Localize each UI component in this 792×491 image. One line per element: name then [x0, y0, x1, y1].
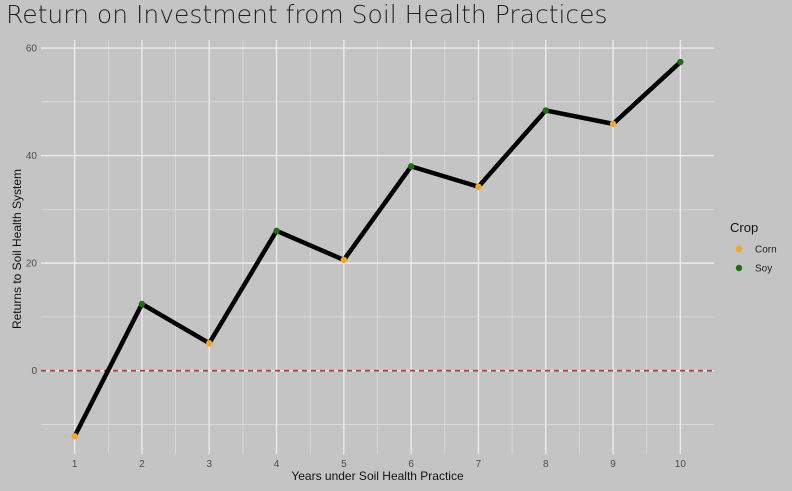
- x-tick-label: 9: [610, 459, 616, 470]
- x-tick-label: 1: [72, 459, 78, 470]
- data-point-soy: [273, 227, 280, 235]
- legend-label-corn: Corn: [755, 245, 777, 256]
- data-point-soy: [542, 107, 549, 114]
- x-tick-label: 10: [675, 459, 687, 470]
- x-tick-label: 7: [476, 459, 482, 470]
- data-point-soy: [677, 58, 684, 66]
- data-point-soy: [138, 300, 146, 308]
- return-line: [72, 59, 683, 439]
- x-tick-label: 5: [341, 459, 347, 470]
- legend-key-soy: [735, 264, 743, 272]
- data-point-corn: [206, 340, 213, 347]
- y-tick-label: 60: [26, 44, 38, 55]
- x-axis-ticks: 1 2 3 4 5 6 7 8 9 10: [72, 459, 686, 470]
- x-tick-label: 6: [408, 459, 414, 470]
- series: [71, 58, 684, 440]
- data-point-corn: [71, 433, 78, 440]
- x-tick-label: 4: [274, 459, 280, 470]
- x-axis-title: Years under Soil Health Practice: [291, 469, 464, 483]
- y-tick-label: 40: [26, 151, 38, 162]
- y-axis-title: Returns to Soil Health System: [10, 169, 24, 329]
- chart-title: Return on Investment from Soil Health Pr…: [6, 0, 608, 29]
- data-point-corn: [340, 256, 348, 264]
- legend-key-corn: [735, 245, 743, 253]
- y-tick-label: 0: [31, 366, 37, 377]
- x-tick-label: 3: [206, 459, 212, 470]
- data-point-corn: [475, 183, 482, 190]
- legend-label-soy: Soy: [755, 264, 772, 275]
- grid: [41, 40, 714, 454]
- y-axis-ticks: 0 20 40 60: [26, 44, 38, 378]
- data-point-corn: [609, 120, 617, 128]
- x-tick-label: 8: [543, 459, 549, 470]
- x-tick-label: 2: [139, 459, 145, 470]
- data-point-soy: [407, 163, 415, 170]
- y-tick-label: 20: [26, 259, 38, 270]
- legend: Crop Corn Soy: [730, 220, 777, 275]
- legend-title: Crop: [730, 220, 758, 235]
